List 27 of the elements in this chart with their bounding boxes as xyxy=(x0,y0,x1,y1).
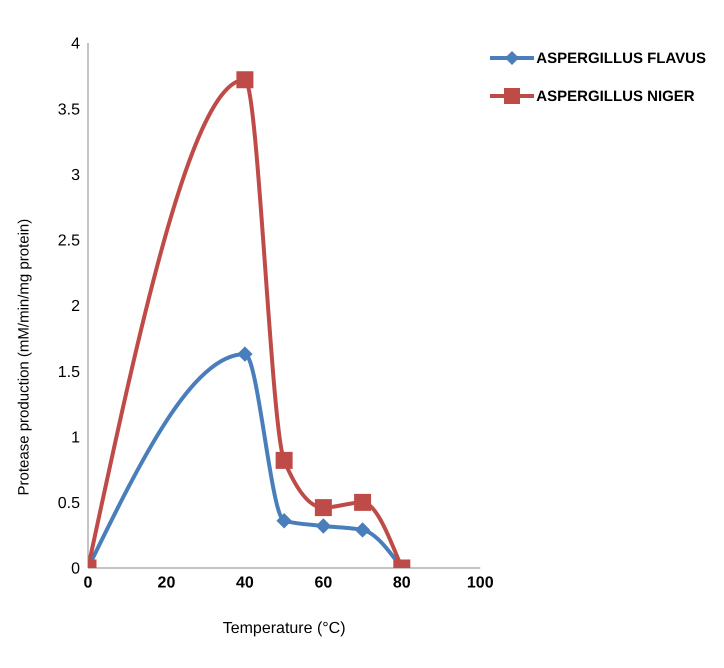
point xyxy=(237,346,252,362)
point xyxy=(355,522,370,538)
x-tick-label: 100 xyxy=(466,574,494,592)
x-tick-label: 20 xyxy=(158,574,176,592)
legend-label: ASPERGILLUS FLAVUS xyxy=(536,50,706,66)
y-tick-label: 0.5 xyxy=(58,495,80,512)
y-tick-label: 2.5 xyxy=(58,232,80,250)
x-tick-label: 60 xyxy=(314,574,332,592)
y-tick-label: 0 xyxy=(71,560,80,578)
x-tick-label: 0 xyxy=(84,574,93,592)
point xyxy=(236,71,254,88)
point xyxy=(276,452,293,469)
x-tick-label: 80 xyxy=(392,574,411,592)
y-axis-title: Protease production (mM/min/mg protein) xyxy=(15,218,32,496)
y-tick-label: 1.5 xyxy=(58,364,80,381)
legend-label: ASPERGILLUS NIGER xyxy=(536,88,695,104)
y-tick-label: 3.5 xyxy=(58,101,80,118)
point xyxy=(316,518,331,534)
y-tick-label: 1 xyxy=(71,429,80,446)
y-tick-label: 4 xyxy=(71,36,80,53)
point xyxy=(276,513,292,528)
x-axis-title: Temperature (°C) xyxy=(222,620,346,637)
x-tick-label: 40 xyxy=(236,574,254,592)
point xyxy=(314,499,332,516)
y-tick-label: 3 xyxy=(71,166,80,184)
point xyxy=(354,494,372,511)
y-tick-label: 2 xyxy=(71,298,80,316)
